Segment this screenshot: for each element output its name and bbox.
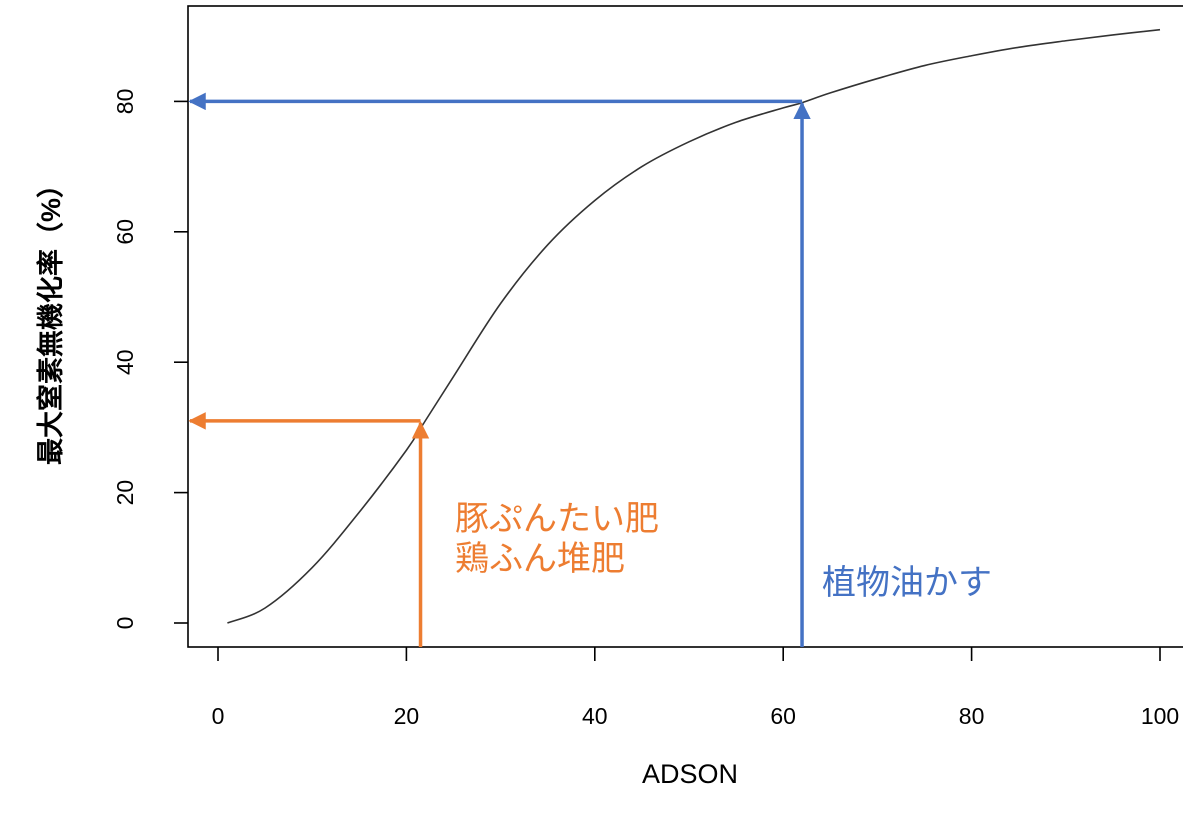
x-axis: 0 20 40 60 80 100: [212, 647, 1179, 729]
plot-frame: [187, 5, 1183, 648]
x-tick-label: 20: [394, 703, 420, 729]
y-tick-label: 20: [112, 480, 138, 506]
y-tick-label: 80: [112, 89, 138, 115]
x-tick-label: 40: [582, 703, 608, 729]
x-axis-title: ADSON: [642, 759, 738, 789]
y-tick-label: 60: [112, 219, 138, 245]
annotation-line: 植物油かす: [822, 564, 992, 602]
annotation-line: 鶏ふん堆肥: [455, 540, 625, 578]
x-tick-label: 60: [770, 703, 796, 729]
y-tick-label: 0: [112, 617, 138, 630]
y-axis-title: 最大窒素無機化率（%）: [35, 171, 66, 465]
series-layer: [227, 28, 1161, 624]
annotation-label: 植物油かす: [822, 564, 992, 602]
series-line: [227, 28, 1161, 624]
x-tick-label: 0: [212, 703, 225, 729]
x-tick-label: 100: [1141, 703, 1179, 729]
y-axis: 0 20 40 60 80: [112, 89, 188, 630]
annotation-line: 豚ぷんたい肥: [455, 500, 659, 538]
x-tick-label: 80: [959, 703, 985, 729]
y-tick-label: 40: [112, 349, 138, 375]
annotation-label: 豚ぷんたい肥鶏ふん堆肥: [455, 500, 659, 578]
